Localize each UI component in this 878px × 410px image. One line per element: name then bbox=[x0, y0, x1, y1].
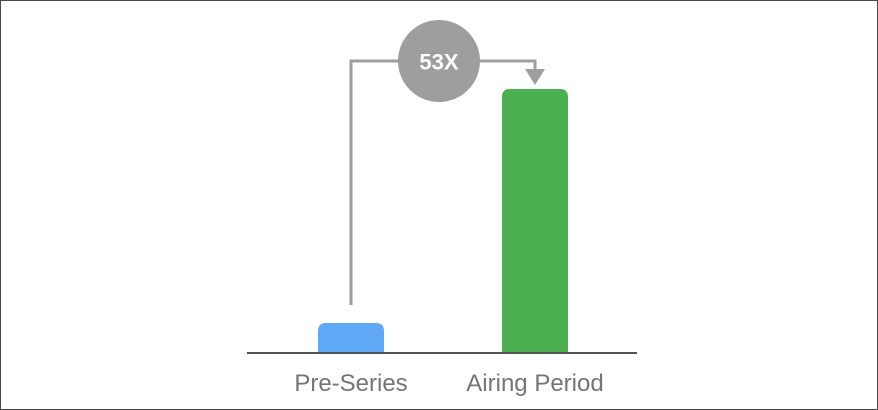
bar-pre-series bbox=[318, 323, 384, 353]
multiplier-badge bbox=[398, 20, 480, 102]
bars-group bbox=[318, 89, 568, 353]
bar-airing-period bbox=[502, 89, 568, 353]
category-label: Pre-Series bbox=[294, 370, 407, 397]
category-label: Airing Period bbox=[466, 370, 603, 397]
multiplier-label: 53X bbox=[419, 50, 458, 75]
category-labels: Pre-Series Airing Period bbox=[294, 370, 603, 397]
multiplier-arrowhead bbox=[525, 69, 545, 85]
